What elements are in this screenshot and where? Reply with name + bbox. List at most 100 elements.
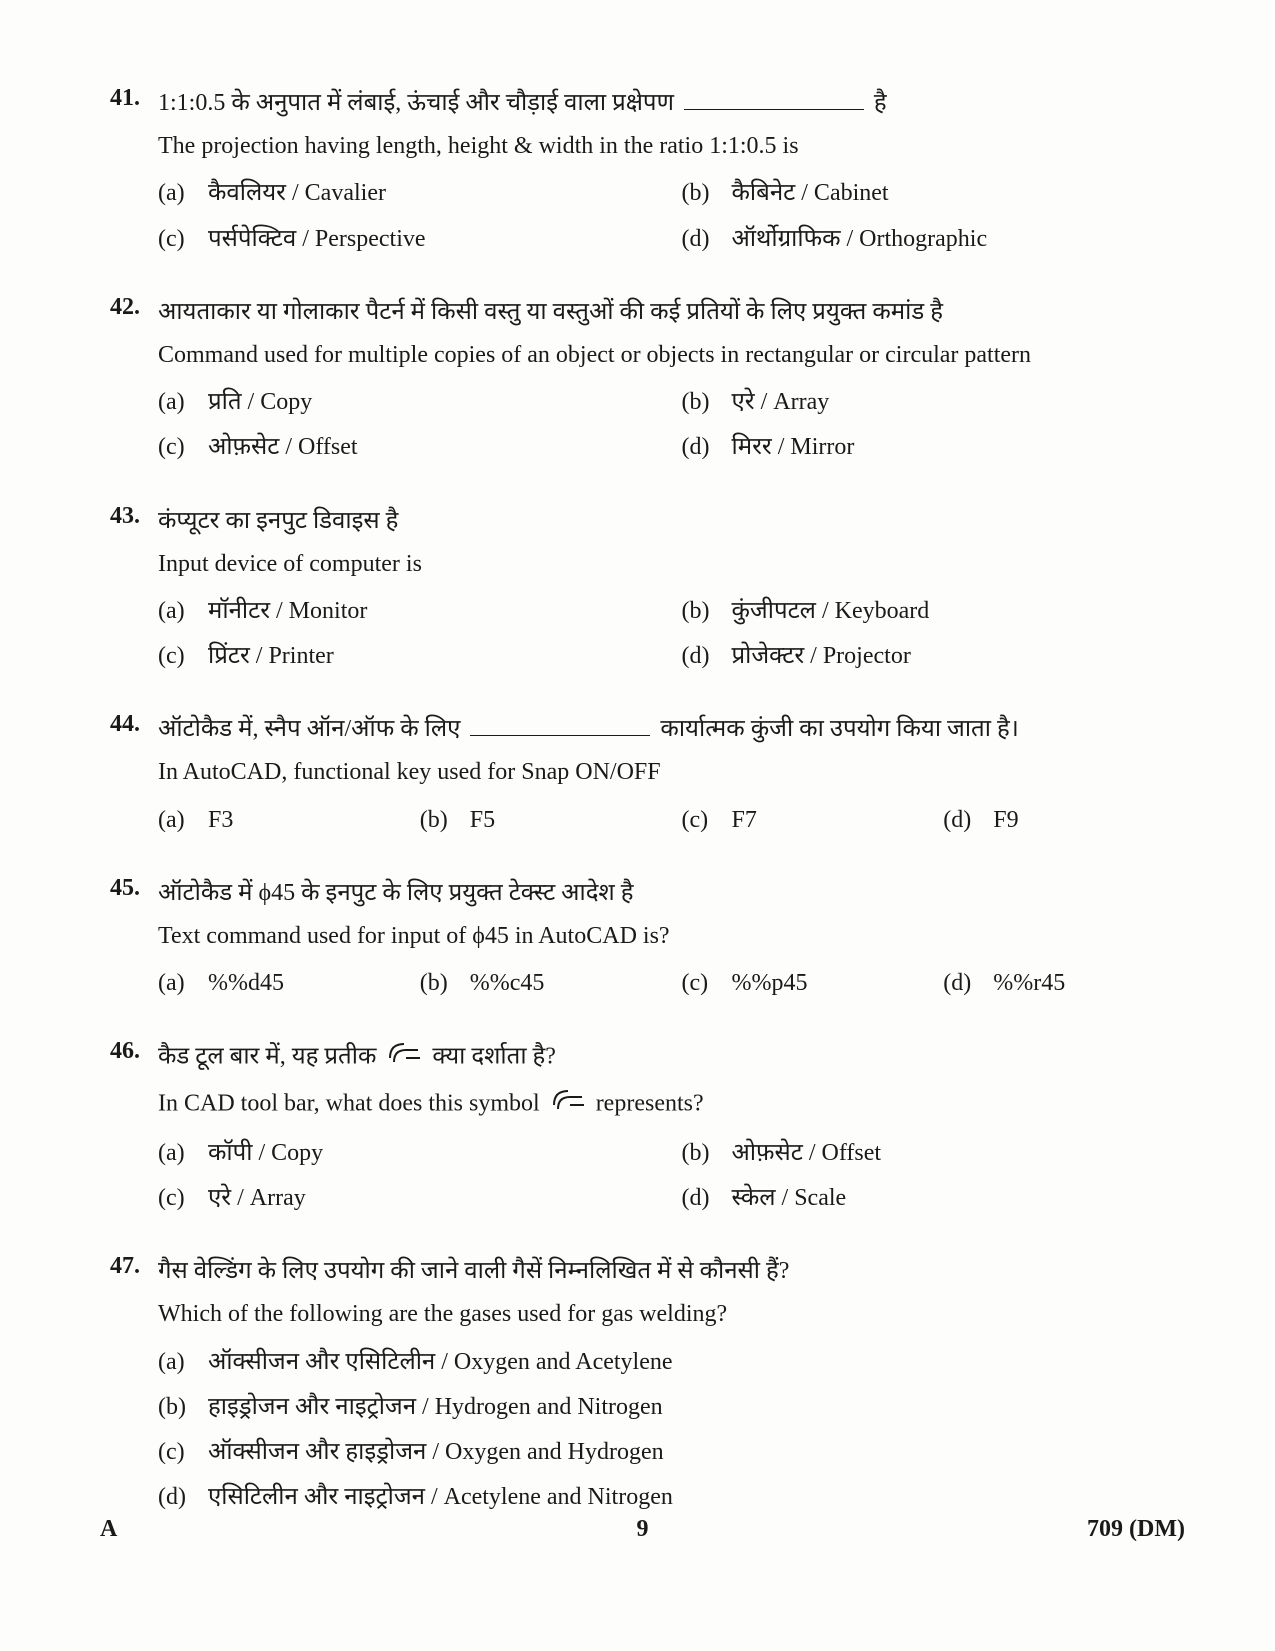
questions-list: 41. 1:1:0.5 के अनुपात में लंबाई, ऊंचाई औ… [100,85,1185,1516]
text-pre: 1:1:0.5 के अनुपात में लंबाई, ऊंचाई और चौ… [158,90,680,116]
option-key: (d) [943,965,979,1002]
option-a: (a) F3 [158,802,400,839]
option-text: स्केल / Scale [732,1180,1186,1217]
options-grid: (a) प्रति / Copy (b) एरे / Array (c)ओफ़सेट… [158,384,1185,466]
question-text-english: Text command used for input of ϕ45 in Au… [158,918,1185,955]
footer-paper-code: 709 (DM) [1087,1516,1185,1543]
option-key: (a) [158,175,194,212]
option-c: (c) %%p45 [682,965,924,1002]
question-42: 42. आयताकार या गोलाकार पैटर्न में किसी व… [100,294,1185,467]
option-text: प्रिंटर / Printer [208,638,662,675]
question-text-english: In CAD tool bar, what does this symbol r… [158,1085,1185,1125]
option-key: (a) [158,802,194,839]
question-45: 45. ऑटोकैड में ϕ45 के इनपुट के लिए प्रयु… [100,875,1185,1003]
question-text-hindi: कंप्यूटर का इनपुट डिवाइस है [158,503,1185,540]
options-grid: (a)ऑक्सीजन और एसिटिलीन / Oxygen and Acet… [158,1344,1185,1517]
option-b: (b) F5 [420,802,662,839]
text-pre: ऑटोकैड में, स्नैप ऑन/ऑफ के लिए [158,716,466,742]
question-text-english: In AutoCAD, functional key used for Snap… [158,754,1185,791]
option-key: (d) [682,1180,718,1217]
option-b: (b)ओफ़सेट / Offset [682,1135,1186,1172]
option-text: कैबिनेट / Cabinet [732,175,1186,212]
text-pre: कैड टूल बार में, यह प्रतीक [158,1044,382,1070]
option-b: (b)हाइड्रोजन और नाइट्रोजन / Hydrogen and… [158,1389,1185,1426]
option-a: (a)मॉनीटर / Monitor [158,593,662,630]
option-key: (b) [420,802,456,839]
option-key: (a) [158,1135,194,1172]
text-post-en: represents? [596,1090,704,1116]
options-grid: (a)%%d45 (b) %%c45 (c) %%p45 (d) %%r45 [158,965,1185,1002]
question-text-english: Command used for multiple copies of an o… [158,337,1185,374]
option-a: (a)%%d45 [158,965,400,1002]
question-number: 42. [100,294,140,321]
option-d: (d)F9 [943,802,1185,839]
exam-page: 41. 1:1:0.5 के अनुपात में लंबाई, ऊंचाई औ… [0,0,1275,1651]
option-key: (a) [158,593,194,630]
option-key: (c) [158,638,194,675]
page-footer: A 9 709 (DM) [100,1516,1185,1543]
question-text-hindi: ऑटोकैड में ϕ45 के इनपुट के लिए प्रयुक्त … [158,875,1185,912]
question-number: 47. [100,1253,140,1280]
option-key: (c) [158,1180,194,1217]
option-key: (b) [682,384,718,421]
option-text: F3 [208,802,400,839]
question-text-hindi: गैस वेल्डिंग के लिए उपयोग की जाने वाली ग… [158,1253,1185,1290]
option-key: (a) [158,384,194,421]
option-text: F9 [993,802,1185,839]
question-body: आयताकार या गोलाकार पैटर्न में किसी वस्तु… [158,294,1185,467]
option-b: (b)कुंजीपटल / Keyboard [682,593,1186,630]
option-d: (d)मिरर / Mirror [682,429,1186,466]
option-c: (c)ऑक्सीजन और हाइड्रोजन / Oxygen and Hyd… [158,1434,1185,1471]
option-c: (c)पर्सपेक्टिव / Perspective [158,221,662,258]
text-post: है [868,90,887,116]
option-key: (c) [158,1434,194,1471]
text-pre-en: In CAD tool bar, what does this symbol [158,1090,546,1116]
option-text: ऑक्सीजन और एसिटिलीन / Oxygen and Acetyle… [208,1344,1185,1381]
option-c: (c)F7 [682,802,924,839]
option-b: (b) कैबिनेट / Cabinet [682,175,1186,212]
question-number: 44. [100,711,140,738]
fill-blank [684,88,864,110]
question-text-english: Which of the following are the gases use… [158,1296,1185,1333]
text-post: कार्यात्मक कुंजी का उपयोग किया जाता है। [654,716,1018,742]
option-text: प्रोजेक्टर / Projector [732,638,1186,675]
offset-tool-icon [550,1085,586,1125]
question-text-hindi: कैड टूल बार में, यह प्रतीक क्या दर्शाता … [158,1038,1185,1078]
option-text: F5 [470,802,662,839]
question-body: ऑटोकैड में ϕ45 के इनपुट के लिए प्रयुक्त … [158,875,1185,1003]
option-a: (a)कैवलियर / Cavalier [158,175,662,212]
question-text-english: Input device of computer is [158,546,1185,583]
option-d: (d) %%r45 [943,965,1185,1002]
question-43: 43. कंप्यूटर का इनपुट डिवाइस है Input de… [100,503,1185,676]
option-key: (c) [682,965,718,1002]
option-key: (c) [158,221,194,258]
option-a: (a)ऑक्सीजन और एसिटिलीन / Oxygen and Acet… [158,1344,1185,1381]
text-post: क्या दर्शाता है? [432,1044,556,1070]
option-text: %%r45 [993,965,1185,1002]
option-key: (d) [682,429,718,466]
option-key: (c) [682,802,718,839]
option-text: एसिटिलीन और नाइट्रोजन / Acetylene and Ni… [208,1479,1185,1516]
option-text: ओफ़सेट / Offset [208,429,662,466]
option-text: %%c45 [470,965,662,1002]
question-text-hindi: ऑटोकैड में, स्नैप ऑन/ऑफ के लिए कार्यात्म… [158,711,1185,748]
option-key: (b) [682,175,718,212]
option-d: (d)ऑर्थोग्राफिक / Orthographic [682,221,1186,258]
option-d: (d)एसिटिलीन और नाइट्रोजन / Acetylene and… [158,1479,1185,1516]
question-body: गैस वेल्डिंग के लिए उपयोग की जाने वाली ग… [158,1253,1185,1516]
option-text: ऑर्थोग्राफिक / Orthographic [732,221,1186,258]
question-number: 41. [100,85,140,112]
option-a: (a) कॉपी / Copy [158,1135,662,1172]
option-c: (c)एरे / Array [158,1180,662,1217]
question-44: 44. ऑटोकैड में, स्नैप ऑन/ऑफ के लिए कार्य… [100,711,1185,839]
offset-tool-icon [386,1038,422,1078]
option-text: एरे / Array [732,384,1186,421]
option-c: (c)ओफ़सेट / Offset [158,429,662,466]
question-body: ऑटोकैड में, स्नैप ऑन/ऑफ के लिए कार्यात्म… [158,711,1185,839]
fill-blank [470,715,650,737]
option-text: कॉपी / Copy [208,1135,662,1172]
option-text: %%p45 [732,965,924,1002]
question-number: 46. [100,1038,140,1065]
option-text: प्रति / Copy [208,384,662,421]
option-key: (b) [420,965,456,1002]
